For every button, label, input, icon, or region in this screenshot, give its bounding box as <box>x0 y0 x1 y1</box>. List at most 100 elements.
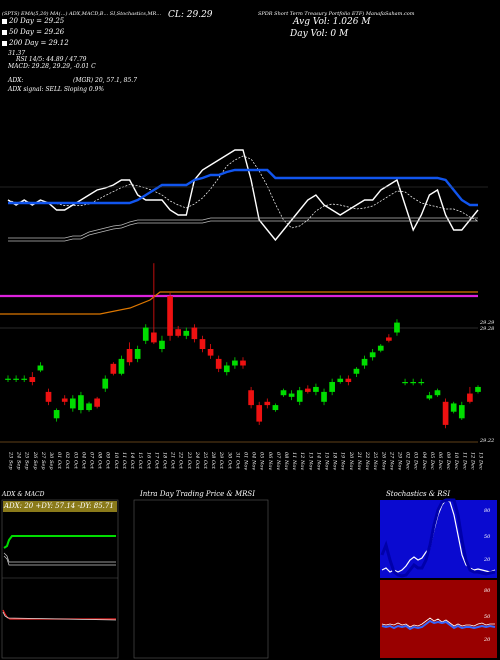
candle-body <box>386 337 392 341</box>
rsi-support-line-2 <box>8 220 478 242</box>
candle-body <box>458 405 465 419</box>
legend-200-text: 200 Day = 29.12 <box>9 39 69 47</box>
x-axis-label: 28 Oct <box>210 451 216 470</box>
x-axis-label: 08 Nov <box>283 452 289 470</box>
legend-20-text: 20 Day = 29.25 <box>9 17 65 25</box>
x-axis-label: 05 Dec <box>429 452 435 470</box>
x-axis-label: 24 Oct <box>194 451 200 470</box>
x-axis-label: 09 Oct <box>105 452 111 470</box>
candle-body <box>191 327 198 340</box>
candle-body <box>296 390 303 402</box>
candle-body <box>272 405 279 411</box>
rsi-value: 31.37 <box>8 50 26 57</box>
legend-50-text: 50 Day = 29.26 <box>9 28 65 36</box>
rsi-signal-line <box>7 155 479 229</box>
x-axis-label: 07 Nov <box>275 452 281 470</box>
x-axis-label: 21 Oct <box>170 451 176 470</box>
x-axis-label: 07 Oct <box>89 452 95 470</box>
legend-20: 20 Day = 29.25 <box>2 17 64 25</box>
day-volume: Day Vol: 0 M <box>290 29 349 39</box>
legend-20-swatch <box>2 18 7 24</box>
x-axis-label: 01 Oct <box>56 452 62 470</box>
macd-line: MACD: 29.28, 29.29, -0.01 C <box>8 63 96 70</box>
candle-body <box>215 358 222 369</box>
x-axis-label: 22 Oct <box>178 451 184 470</box>
candle-body <box>248 390 254 406</box>
candle-body <box>223 365 230 373</box>
candle-body <box>329 382 335 392</box>
candle-body <box>232 360 238 366</box>
candle-body <box>151 332 157 343</box>
signal-line: ADX signal: SELL Sloping 0.9% <box>8 86 105 93</box>
x-axis-label: 09 Dec <box>445 452 451 470</box>
x-axis-label: 26 Nov <box>380 451 386 470</box>
candle-body <box>142 327 149 341</box>
price-axis-label-2: 29.28 <box>480 326 495 332</box>
candle-body <box>402 382 408 384</box>
x-axis-label: 27 Nov <box>388 451 394 470</box>
candle-body <box>264 401 271 406</box>
x-axis-label: 01 Nov <box>243 452 249 470</box>
x-axis-label: 11 Dec <box>461 452 467 470</box>
x-axis-label: 23 Oct <box>186 451 192 470</box>
x-axis-label: 13 Dec <box>478 452 484 470</box>
legend-200: 200 Day = 29.12 <box>2 39 69 47</box>
x-axis-label: 03 Dec <box>413 452 419 470</box>
candle-body <box>167 296 173 336</box>
x-axis-label: 11 Oct <box>121 452 127 470</box>
candle-body <box>118 358 125 374</box>
header-right-title: SPDR Short Term Treasury Portfolio ETF) … <box>258 11 415 17</box>
adx-values: ADX: 20 +DY: 57.14 -DY: 85.71 <box>4 502 114 510</box>
mrsi-white-line <box>381 617 495 628</box>
candle-body <box>256 405 263 422</box>
candle-body <box>450 403 457 412</box>
candle-body <box>45 391 52 402</box>
x-axis-label: 25 Nov <box>372 451 378 470</box>
stoch-white-line <box>381 499 496 573</box>
price-axis-label-3: 29.22 <box>480 438 495 444</box>
x-axis-label: 04 Oct <box>80 452 86 470</box>
x-axis-label: 18 Nov <box>332 452 338 470</box>
candle-body <box>126 349 133 363</box>
candle-body <box>369 352 376 358</box>
candle-body <box>321 391 327 402</box>
x-axis-label: 04 Nov <box>251 452 257 470</box>
candle-body <box>288 393 295 397</box>
candle-body <box>353 368 360 374</box>
candle-body <box>337 378 344 382</box>
x-axis-label: 08 Oct <box>97 452 103 470</box>
x-axis-label: 29 Nov <box>397 451 403 470</box>
mrsi-panel-frame <box>380 580 497 658</box>
macd-red-line <box>2 609 116 620</box>
x-axis-label: 15 Oct <box>137 452 143 470</box>
candle-body <box>426 395 433 399</box>
adx-line: ADX: <box>8 77 24 84</box>
candle-body <box>304 388 311 392</box>
intraday-panel-title: Intra Day Trading Price & MRSI <box>140 490 255 498</box>
candle-body <box>53 410 60 419</box>
header-ticker: (SPTS) EMA(5,20) MA(...) ADX,MACD,B... S… <box>2 11 162 17</box>
candle-body <box>361 358 368 366</box>
candle-body <box>377 345 384 351</box>
candle-body <box>345 378 352 382</box>
x-axis-label: 19 Nov <box>340 452 346 470</box>
x-axis-label: 16 Oct <box>145 452 151 470</box>
candle-body <box>280 390 287 396</box>
candle-body <box>37 365 44 371</box>
mrsi-tick-20: 20 <box>483 637 491 643</box>
rsi-support-line-1 <box>8 217 478 239</box>
candle-body <box>207 349 214 356</box>
candle-body <box>199 339 206 349</box>
rsi-overlay <box>0 149 488 242</box>
rsi-ema-line <box>8 168 478 207</box>
x-axis-label: 02 Dec <box>405 452 411 470</box>
candle-body <box>21 378 28 380</box>
x-axis-label: 22 Nov <box>364 451 370 470</box>
x-axis-label: 30 Oct <box>226 452 232 470</box>
x-axis-label: 10 Oct <box>113 452 119 470</box>
avg-volume: Avg Vol: 1.026 M <box>293 17 371 27</box>
x-axis-label: 23 Sep <box>8 451 14 470</box>
legend-50: 50 Day = 29.26 <box>2 28 64 36</box>
x-axis-label: 13 Nov <box>307 452 313 470</box>
price-axis-label-1: 29.29 <box>480 320 495 326</box>
